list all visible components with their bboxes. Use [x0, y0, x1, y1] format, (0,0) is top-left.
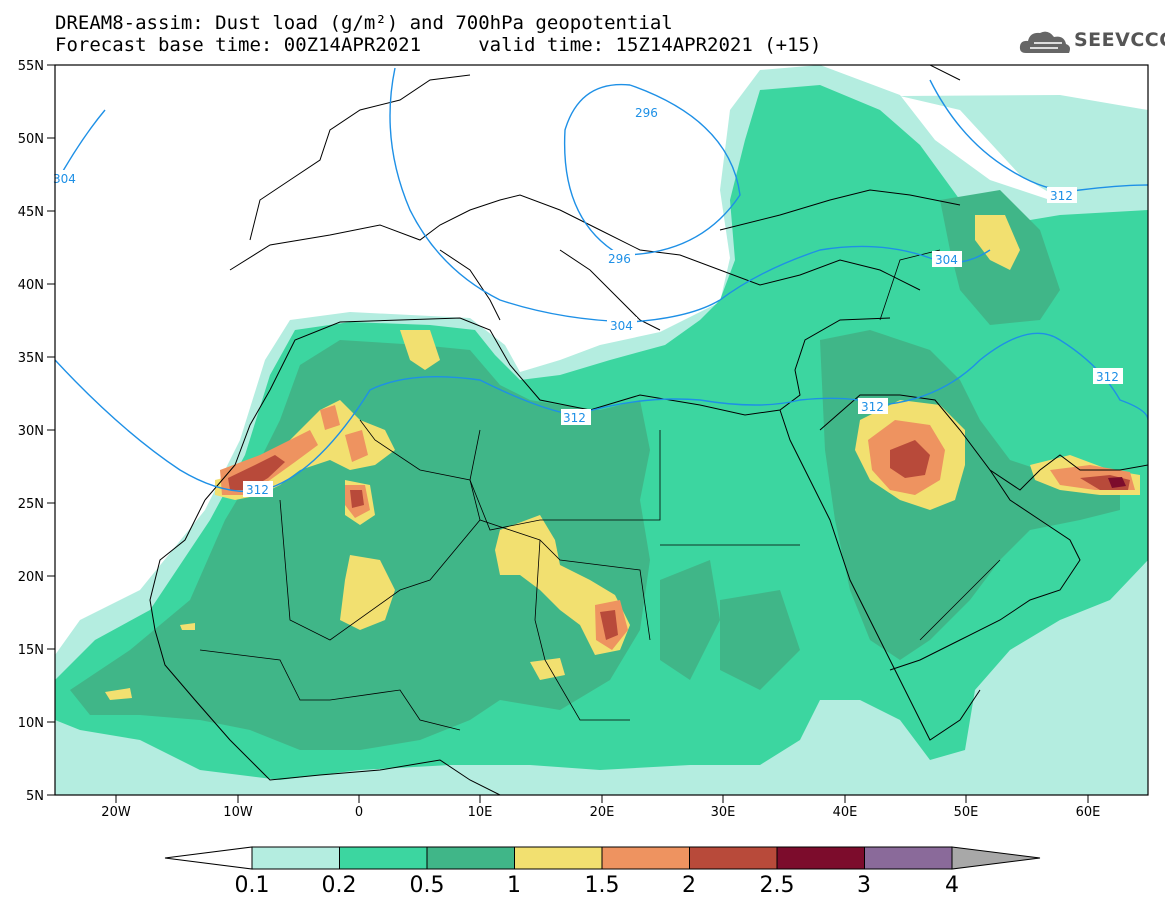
country-borders	[199, 249, 1001, 731]
dust-level-2-5	[1108, 477, 1126, 488]
logo-text: SEEVCCC	[1074, 29, 1165, 51]
colorbar-label: 1.5	[585, 873, 620, 898]
lon-label: 60E	[1076, 805, 1101, 820]
colorbar-swatch	[601, 846, 690, 870]
contour-labels: 296 304 296 304 312 312 312 304 312 312	[53, 104, 1123, 497]
colorbar-label: 0.5	[410, 873, 445, 898]
contour-label-312-westafrica: 312	[246, 483, 269, 497]
lat-label: 15N	[18, 643, 44, 658]
colorbar-label: 1	[507, 873, 521, 898]
colorbar-label: 2.5	[760, 873, 795, 898]
contour-label-296-balkans: 296	[608, 252, 631, 266]
contour-label-312-libya: 312	[563, 411, 586, 425]
contour-label-312-iran: 312	[1096, 370, 1119, 384]
lat-label: 45N	[18, 205, 44, 220]
lat-label: 5N	[26, 789, 44, 804]
forecast-times: Forecast base time: 00Z14APR2021 valid t…	[55, 34, 822, 56]
contour-label-312-iraq: 312	[861, 400, 884, 414]
colorbar-swatch	[864, 846, 953, 870]
lat-label: 50N	[18, 132, 44, 147]
lat-label: 35N	[18, 351, 44, 366]
lon-label: 20E	[590, 805, 615, 820]
colorbar-labels: 0.1 0.2 0.5 1 1.5 2 2.5 3 4	[235, 873, 960, 898]
colorbar-label: 3	[857, 873, 871, 898]
colorbar-swatch	[426, 846, 515, 870]
lon-label: 50E	[954, 805, 979, 820]
lon-label: 0	[355, 805, 363, 820]
colorbar-label: 0.1	[235, 873, 270, 898]
dust-level-2	[228, 440, 1130, 640]
lat-labels: 55N 50N 45N 40N 35N 30N 25N 20N 15N 10N …	[18, 59, 44, 804]
colorbar: 0.1 0.2 0.5 1 1.5 2 2.5 3 4	[164, 846, 1041, 898]
contour-label-312-caspian: 312	[1050, 189, 1073, 203]
lon-label: 30E	[711, 805, 736, 820]
coastlines	[149, 65, 1148, 795]
lat-label: 20N	[18, 570, 44, 585]
colorbar-over-arrow	[951, 846, 1041, 870]
lon-label: 40E	[833, 805, 858, 820]
map-title: DREAM8-assim: Dust load (g/m²) and 700hP…	[55, 12, 673, 34]
lat-label: 10N	[18, 716, 44, 731]
lat-axis	[47, 64, 55, 796]
lat-label: 40N	[18, 278, 44, 293]
colorbar-swatch	[689, 846, 778, 870]
lat-label: 30N	[18, 424, 44, 439]
colorbar-under-arrow	[164, 846, 253, 870]
lon-label: 20W	[101, 805, 131, 820]
lon-label: 10E	[468, 805, 493, 820]
contour-label-304-aegean: 304	[610, 319, 633, 333]
contour-label-304-caucasus: 304	[935, 253, 958, 267]
colorbar-label: 0.2	[322, 873, 357, 898]
seevccc-logo: SEEVCCC	[1018, 26, 1165, 58]
lat-label: 25N	[18, 497, 44, 512]
contour-label-304-west: 304	[53, 172, 76, 186]
colorbar-swatch	[339, 846, 428, 870]
lon-labels: 20W 10W 0 10E 20E 30E 40E 50E 60E	[101, 805, 1100, 820]
colorbar-swatch	[514, 846, 603, 870]
contour-label-296-north: 296	[635, 106, 658, 120]
lat-label: 55N	[18, 59, 44, 74]
colorbar-label: 4	[945, 873, 959, 898]
cloud-icon	[1019, 31, 1070, 53]
lon-axis	[115, 795, 1089, 803]
colorbar-swatch	[251, 846, 340, 870]
lon-label: 10W	[223, 805, 253, 820]
colorbar-label: 2	[682, 873, 696, 898]
colorbar-swatch	[776, 846, 865, 870]
